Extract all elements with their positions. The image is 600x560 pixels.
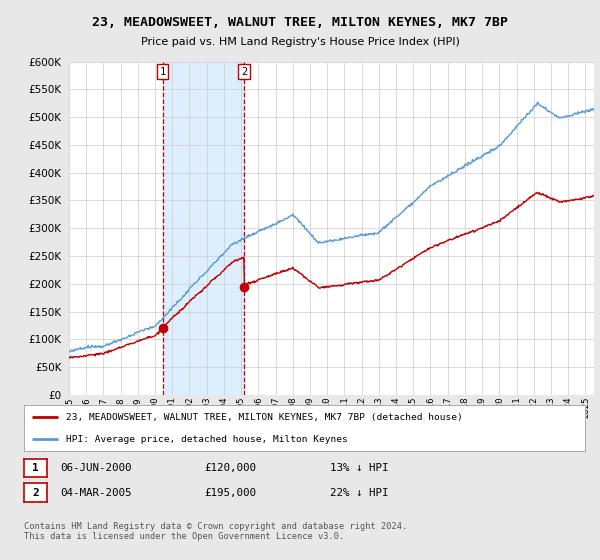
Text: 1: 1 (32, 463, 39, 473)
Text: 23, MEADOWSWEET, WALNUT TREE, MILTON KEYNES, MK7 7BP: 23, MEADOWSWEET, WALNUT TREE, MILTON KEY… (92, 16, 508, 29)
Text: 04-MAR-2005: 04-MAR-2005 (60, 488, 131, 497)
Text: £195,000: £195,000 (204, 488, 256, 497)
Text: 1: 1 (160, 67, 166, 77)
Text: HPI: Average price, detached house, Milton Keynes: HPI: Average price, detached house, Milt… (66, 435, 348, 444)
Text: £120,000: £120,000 (204, 463, 256, 473)
Text: Contains HM Land Registry data © Crown copyright and database right 2024.
This d: Contains HM Land Registry data © Crown c… (24, 522, 407, 542)
Text: 22% ↓ HPI: 22% ↓ HPI (330, 488, 389, 497)
Text: 2: 2 (32, 488, 39, 497)
Text: 06-JUN-2000: 06-JUN-2000 (60, 463, 131, 473)
Text: 13% ↓ HPI: 13% ↓ HPI (330, 463, 389, 473)
Text: 23, MEADOWSWEET, WALNUT TREE, MILTON KEYNES, MK7 7BP (detached house): 23, MEADOWSWEET, WALNUT TREE, MILTON KEY… (66, 413, 463, 422)
Text: Price paid vs. HM Land Registry's House Price Index (HPI): Price paid vs. HM Land Registry's House … (140, 37, 460, 47)
Text: 2: 2 (241, 67, 247, 77)
Bar (163, 62, 244, 395)
